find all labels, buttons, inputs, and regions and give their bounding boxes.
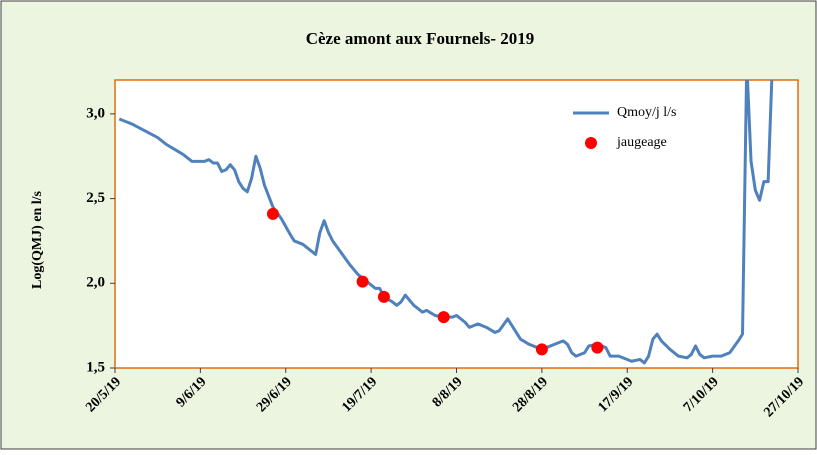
plot-layer (118, 80, 774, 365)
data-point (356, 275, 369, 288)
legend-label: jaugeage (616, 135, 667, 150)
data-point (591, 341, 604, 354)
y-tick-label: 3,0 (86, 105, 105, 121)
legend-label: Qmoy/j l/s (617, 105, 677, 120)
data-point (437, 311, 450, 324)
y-tick-label: 2,0 (86, 275, 105, 291)
y-tick-label: 1,5 (86, 359, 105, 375)
data-point (377, 290, 390, 303)
data-point (266, 207, 279, 220)
plot-area (114, 79, 799, 369)
data-point (535, 343, 548, 356)
y-axis-label: Log(QMJ) en l/s (30, 190, 45, 289)
legend-swatch (585, 137, 597, 149)
y-tick-label: 2,5 (86, 190, 105, 206)
data-line (118, 80, 774, 365)
chart-title: Cèze amont aux Fournels- 2019 (306, 29, 535, 48)
